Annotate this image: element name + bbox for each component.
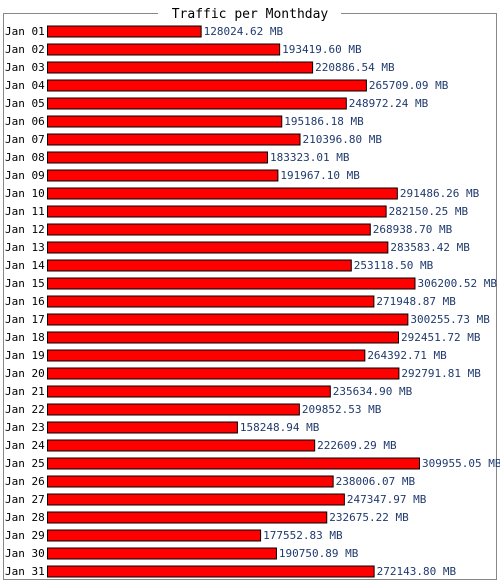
- category-label: Jan 21: [5, 385, 45, 398]
- category-label: Jan 20: [5, 367, 45, 380]
- category-label: Jan 28: [5, 511, 45, 524]
- bar: [47, 367, 400, 380]
- value-label: 247347.97 MB: [347, 493, 427, 506]
- category-label: Jan 01: [5, 25, 45, 38]
- bar: [47, 259, 352, 272]
- bar: [47, 313, 409, 326]
- bar: [47, 331, 399, 344]
- category-label: Jan 02: [5, 43, 45, 56]
- value-label: 268938.70 MB: [373, 223, 453, 236]
- bar: [47, 277, 416, 290]
- value-label: 183323.01 MB: [270, 151, 350, 164]
- value-label: 209852.53 MB: [302, 403, 382, 416]
- title-backdrop: [158, 5, 341, 22]
- value-label: 191967.10 MB: [280, 169, 360, 182]
- value-label: 300255.73 MB: [410, 313, 490, 326]
- bar: [47, 565, 375, 578]
- value-label: 292451.72 MB: [401, 331, 481, 344]
- bar: [47, 151, 269, 164]
- bar: [47, 403, 300, 416]
- category-label: Jan 18: [5, 331, 45, 344]
- value-label: 232675.22 MB: [329, 511, 409, 524]
- value-label: 195186.18 MB: [284, 115, 364, 128]
- bar: [47, 385, 331, 398]
- value-label: 190750.89 MB: [279, 547, 359, 560]
- bar: [47, 439, 316, 452]
- category-label: Jan 27: [5, 493, 45, 506]
- bar: [47, 511, 328, 524]
- bar: [47, 115, 283, 128]
- value-label: 291486.26 MB: [400, 187, 480, 200]
- bar: [47, 43, 281, 56]
- value-label: 222609.29 MB: [317, 439, 397, 452]
- category-label: Jan 17: [5, 313, 45, 326]
- category-label: Jan 22: [5, 403, 45, 416]
- bar: [47, 187, 398, 200]
- value-label: 193419.60 MB: [282, 43, 362, 56]
- category-label: Jan 14: [5, 259, 45, 272]
- category-label: Jan 06: [5, 115, 45, 128]
- value-label: 265709.09 MB: [369, 79, 449, 92]
- bar: [47, 223, 371, 236]
- category-label: Jan 24: [5, 439, 45, 452]
- category-label: Jan 10: [5, 187, 45, 200]
- bar: [47, 205, 387, 218]
- bar: [47, 97, 347, 110]
- bar: [47, 349, 366, 362]
- category-label: Jan 25: [5, 457, 45, 470]
- category-label: Jan 23: [5, 421, 45, 434]
- category-label: Jan 16: [5, 295, 45, 308]
- value-label: 271948.87 MB: [376, 295, 456, 308]
- category-label: Jan 13: [5, 241, 45, 254]
- value-label: 158248.94 MB: [240, 421, 320, 434]
- category-label: Jan 08: [5, 151, 45, 164]
- value-label: 282150.25 MB: [389, 205, 469, 218]
- value-label: 128024.62 MB: [204, 25, 284, 38]
- value-label: 235634.90 MB: [333, 385, 413, 398]
- bar: [47, 493, 345, 506]
- value-label: 210396.80 MB: [303, 133, 383, 146]
- category-label: Jan 03: [5, 61, 45, 74]
- bar: [47, 457, 420, 470]
- category-label: Jan 19: [5, 349, 45, 362]
- category-label: Jan 05: [5, 97, 45, 110]
- value-label: 306200.52 MB: [417, 277, 497, 290]
- value-label: 253118.50 MB: [354, 259, 434, 272]
- category-label: Jan 04: [5, 79, 45, 92]
- category-label: Jan 15: [5, 277, 45, 290]
- bar: [47, 421, 238, 434]
- value-label: 272143.80 MB: [377, 565, 457, 578]
- category-label: Jan 26: [5, 475, 45, 488]
- bar: [47, 61, 314, 74]
- chart-title: Traffic per Monthday: [172, 7, 329, 22]
- value-label: 177552.83 MB: [263, 529, 343, 542]
- bar: [47, 79, 367, 92]
- value-label: 220886.54 MB: [315, 61, 395, 74]
- value-label: 283583.42 MB: [390, 241, 470, 254]
- category-label: Jan 30: [5, 547, 45, 560]
- bar: [47, 295, 375, 308]
- value-label: 292791.81 MB: [401, 367, 481, 380]
- bar: [47, 25, 202, 38]
- category-label: Jan 12: [5, 223, 45, 236]
- bar: [47, 529, 262, 542]
- category-label: Jan 07: [5, 133, 45, 146]
- bar: [47, 169, 279, 182]
- category-label: Jan 09: [5, 169, 45, 182]
- bar-rows: Jan 01 128024.62 MB Jan 02 193419.60 MB Jan …: [5, 25, 500, 578]
- bar: [47, 133, 301, 146]
- category-label: Jan 29: [5, 529, 45, 542]
- category-label: Jan 11: [5, 205, 45, 218]
- value-label: 309955.05 MB: [422, 457, 500, 470]
- category-label: Jan 31: [5, 565, 45, 578]
- bar: [47, 475, 334, 488]
- value-label: 238006.07 MB: [336, 475, 416, 488]
- value-label: 248972.24 MB: [349, 97, 429, 110]
- bar: [47, 241, 389, 254]
- value-label: 264392.71 MB: [367, 349, 447, 362]
- bar: [47, 547, 277, 560]
